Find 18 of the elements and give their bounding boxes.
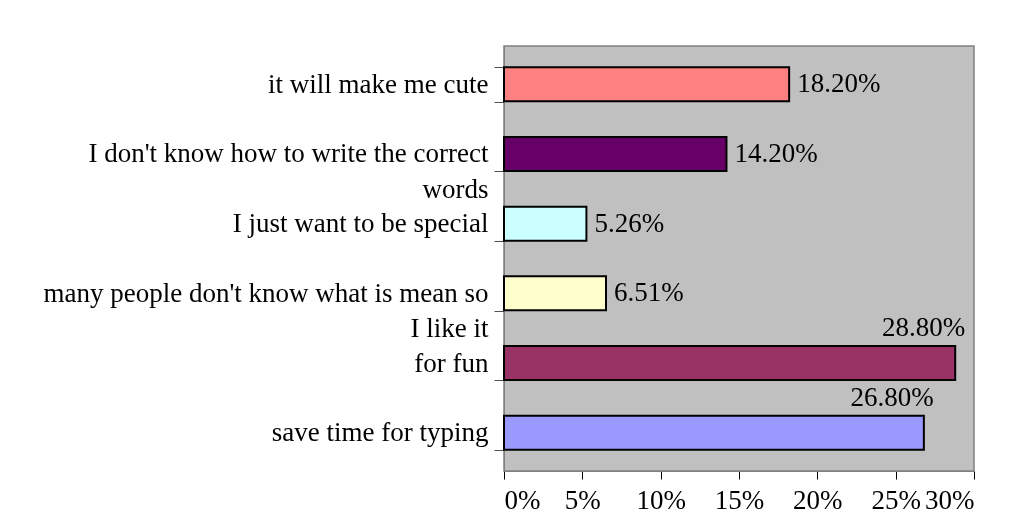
data-label: 14.20% — [734, 137, 818, 168]
y-tick-label: for fun — [414, 347, 489, 378]
y-tick-label: I don't know how to write the correct words — [88, 138, 489, 204]
y-tick-label: it will make me cute — [268, 68, 489, 99]
data-label: 26.80% — [850, 381, 934, 412]
data-label: 6.51% — [613, 277, 684, 308]
x-tick-label: 30% — [925, 484, 975, 515]
data-label: 5.26% — [594, 207, 665, 238]
x-tick-label: 20% — [793, 484, 843, 515]
x-tick-label: 0% — [504, 484, 541, 515]
x-tick-label: 10% — [636, 484, 686, 515]
y-tick-label: I just want to be special — [232, 208, 489, 239]
data-label: 18.20% — [797, 68, 881, 99]
x-tick-label: 15% — [714, 484, 765, 515]
x-tick-label: 25% — [871, 484, 921, 515]
x-tick-label: 5% — [564, 484, 601, 515]
data-label: 28.80% — [881, 312, 966, 343]
y-tick-label: save time for typing — [271, 417, 489, 448]
